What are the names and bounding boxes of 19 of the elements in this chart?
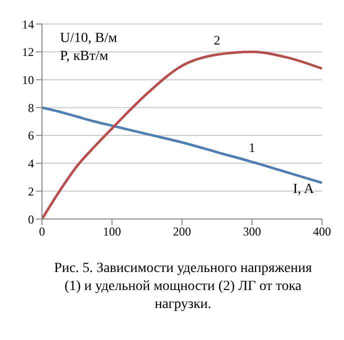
x-tick-label: 100 [103, 224, 121, 239]
series-label: 1 [248, 140, 256, 155]
y-tick-label: 14 [22, 17, 34, 32]
y-axis-title: U/10, В/м P, кВт/м [60, 30, 118, 66]
x-axis-title: I, A [293, 182, 314, 198]
y-tick-label: 0 [28, 212, 34, 226]
x-tick-label: 200 [173, 224, 191, 239]
text: Рис. 5. Зависимости удельного напряжения (1) и удельной мощности (2) ЛГ от тока нагрузки. [53, 260, 313, 314]
y-tick-label: 2 [28, 184, 34, 198]
y-tick-label: 8 [28, 100, 34, 115]
series-label: 2 [214, 32, 220, 48]
y-tick-label: 10 [22, 72, 34, 87]
x-tick-label: 400 [313, 224, 331, 239]
line-series [42, 106, 322, 184]
y-tick-label: 12 [22, 45, 34, 60]
y-tick-label: 6 [28, 128, 34, 143]
x-tick-label: 0 [39, 224, 45, 239]
y-tick-label: 4 [28, 156, 34, 171]
x-tick-label: 300 [243, 224, 261, 239]
